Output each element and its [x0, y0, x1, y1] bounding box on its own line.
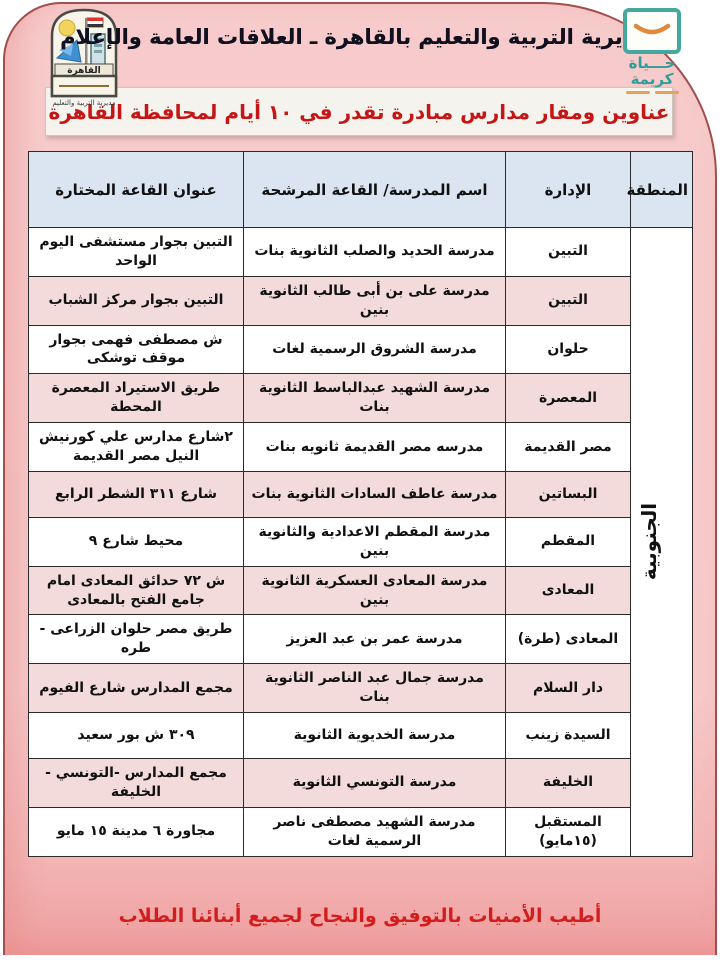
column-header-school: اسم المدرسة/ القاعة المرشحة: [243, 151, 506, 228]
address-cell: ش ٧٢ حدائق المعادى امام جامع الفتح بالمع…: [28, 565, 244, 616]
district-cell: التبين: [505, 227, 631, 277]
district-cell: حلوان: [505, 324, 631, 375]
address-cell: طريق الاستيراد المعصرة المحطة: [28, 373, 244, 424]
address-cell: محيط شارع ٩: [28, 516, 244, 567]
hayah-karima-line2: كريمة: [630, 69, 674, 88]
schools-table: المنطقة الإدارة اسم المدرسة/ القاعة المر…: [28, 151, 693, 857]
school-cell: مدرسة المعادى العسكرية الثانوية بنين: [243, 565, 506, 616]
school-cell: مدرسة الشهيد عبدالباسط الثانوية بنات: [243, 373, 506, 424]
table-row: الخليفة مدرسة التونسي الثانوية مجمع المد…: [28, 758, 693, 808]
table-row: المعادى (طرة) مدرسة عمر بن عبد العزيز طر…: [28, 614, 693, 665]
table-row: المعادى مدرسة المعادى العسكرية الثانوية …: [28, 565, 693, 616]
school-cell: مدرسة عاطف السادات الثانوية بنات: [243, 470, 506, 518]
table-row: المستقبل (١٥مايو) مدرسة الشهيد مصطفى ناص…: [28, 806, 693, 857]
table-row: مصر القديمة مدرسه مصر القديمة ثانويه بنا…: [28, 422, 693, 472]
cairo-logo-caption: مديرية التربية والتعليم: [52, 99, 116, 107]
address-cell: شارع ٣١١ الشطر الرابع: [28, 470, 244, 518]
school-cell: مدرسة على بن أبى طالب الثانوية بنين: [243, 275, 506, 326]
school-cell: مدرسة جمال عبد الناصر الثانوية بنات: [243, 663, 506, 714]
region-merged-cell: الجنوبية: [630, 227, 693, 857]
footer-wish-text: أطيب الأمنيات بالتوفيق والنجاح لجميع أبن…: [118, 905, 602, 927]
address-cell: مجاورة ٦ مدينة ١٥ مايو: [28, 806, 244, 857]
school-cell: مدرسه مصر القديمة ثانويه بنات: [243, 422, 506, 472]
document-title-text: عناوين ومقار مدارس مبادرة تقدر في ١٠ أيا…: [48, 99, 670, 124]
hayah-karima-wordmark: حـــياة كريمة: [602, 54, 702, 88]
district-cell: المقطم: [505, 516, 631, 567]
address-cell: مجمع المدارس -التونسي - الخليفة: [28, 758, 244, 808]
address-cell: ش مصطفى فهمى بجوار موقف توشكى: [28, 324, 244, 375]
document-title-bar: عناوين ومقار مدارس مبادرة تقدر في ١٠ أيا…: [45, 87, 673, 136]
school-cell: مدرسة عمر بن عبد العزيز: [243, 614, 506, 665]
district-cell: المعصرة: [505, 373, 631, 424]
table-row: الجنوبية التبين مدرسة الحديد والصلب الثان…: [28, 227, 693, 857]
cairo-education-logo: القاهرة مديرية التربية والتعليم: [34, 6, 134, 114]
hayah-karima-line1: حـــياة: [628, 54, 676, 72]
hayah-karima-smile-icon: [623, 8, 681, 54]
cairo-arch-icon: القاهرة: [50, 8, 118, 98]
district-cell: الخليفة: [505, 758, 631, 808]
table-row: التبين مدرسة على بن أبى طالب الثانوية بن…: [28, 275, 693, 326]
district-cell: المستقبل (١٥مايو): [505, 806, 631, 857]
table-row: المعصرة مدرسة الشهيد عبدالباسط الثانوية …: [28, 373, 693, 424]
region-vertical-label: الجنوبية: [636, 503, 661, 581]
cairo-banner-text: القاهرة: [67, 66, 100, 76]
district-cell: دار السلام: [505, 663, 631, 714]
column-header-region: المنطقة: [627, 151, 693, 228]
district-cell: السيدة زينب: [505, 712, 631, 760]
school-cell: مدرسة الشروق الرسمية لغات: [243, 324, 506, 375]
school-cell: مدرسة الخديوية الثانوية: [243, 712, 506, 760]
address-cell: التبين بجوار مستشفى اليوم الواحد: [28, 227, 244, 277]
district-cell: البساتين: [505, 470, 631, 518]
table-row: السيدة زينب مدرسة الخديوية الثانوية ٣٠٩ …: [28, 712, 693, 760]
district-cell: مصر القديمة: [505, 422, 631, 472]
school-cell: مدرسة الشهيد مصطفى ناصر الرسمية لغات: [243, 806, 506, 857]
address-cell: التبين بجوار مركز الشباب: [28, 275, 244, 326]
address-cell: طريق مصر حلوان الزراعى - طره: [28, 614, 244, 665]
school-cell: مدرسة المقطم الاعدادية والثانوية بنين: [243, 516, 506, 567]
table-row: حلوان مدرسة الشروق الرسمية لغات ش مصطفى …: [28, 324, 693, 375]
school-cell: مدرسة التونسي الثانوية: [243, 758, 506, 808]
table-row: دار السلام مدرسة جمال عبد الناصر الثانوي…: [28, 663, 693, 714]
district-cell: المعادى (طرة): [505, 614, 631, 665]
column-header-district: الإدارة: [505, 151, 631, 228]
address-cell: ٣٠٩ ش بور سعيد: [28, 712, 244, 760]
table-header-row: المنطقة الإدارة اسم المدرسة/ القاعة المر…: [28, 151, 693, 228]
table-row: المقطم مدرسة المقطم الاعدادية والثانوية …: [28, 516, 693, 567]
address-cell: ٢شارع مدارس علي كورنيش النيل مصر القديمة: [28, 422, 244, 472]
district-cell: المعادى: [505, 565, 631, 616]
hayah-karima-logo: حـــياة كريمة: [602, 8, 702, 95]
column-header-address: عنوان القاعة المختارة: [28, 151, 244, 228]
table-row: البساتين مدرسة عاطف السادات الثانوية بنا…: [28, 470, 693, 518]
page-title: مديرية التربية والتعليم بالقاهرة ـ العلا…: [60, 25, 648, 49]
hayah-karima-tagline-decoration: [621, 90, 683, 95]
district-cell: التبين: [505, 275, 631, 326]
school-cell: مدرسة الحديد والصلب الثانوية بنات: [243, 227, 506, 277]
address-cell: مجمع المدارس شارع الفيوم: [28, 663, 244, 714]
